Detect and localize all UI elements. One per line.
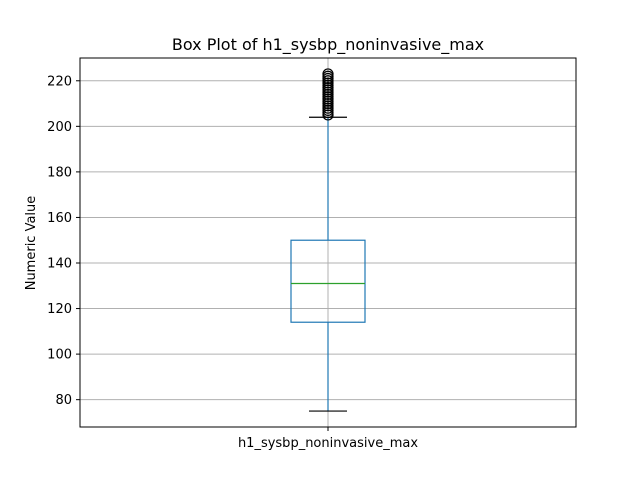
y-tick-label: 100 [47,348,72,363]
x-axis-ticks: h1_sysbp_noninvasive_max [238,427,418,451]
outlier-point [322,68,334,80]
x-tick-label: h1_sysbp_noninvasive_max [238,436,418,451]
box-series [290,68,366,412]
y-tick-label: 140 [47,257,72,272]
y-tick-label: 120 [47,302,72,317]
y-tick-label: 180 [47,165,72,180]
y-axis-label: Numeric Value [24,196,39,291]
chart-title: Box Plot of h1_sysbp_noninvasive_max [172,35,484,55]
plot-frame [79,57,577,428]
y-tick-label: 80 [55,393,72,408]
y-tick-label: 160 [47,211,72,226]
y-tick-label: 220 [47,74,72,89]
y-axis-ticks: 80 100 120 140 160 180 200 220 [47,74,80,408]
y-tick-label: 200 [47,120,72,135]
iqr-box [290,239,366,323]
